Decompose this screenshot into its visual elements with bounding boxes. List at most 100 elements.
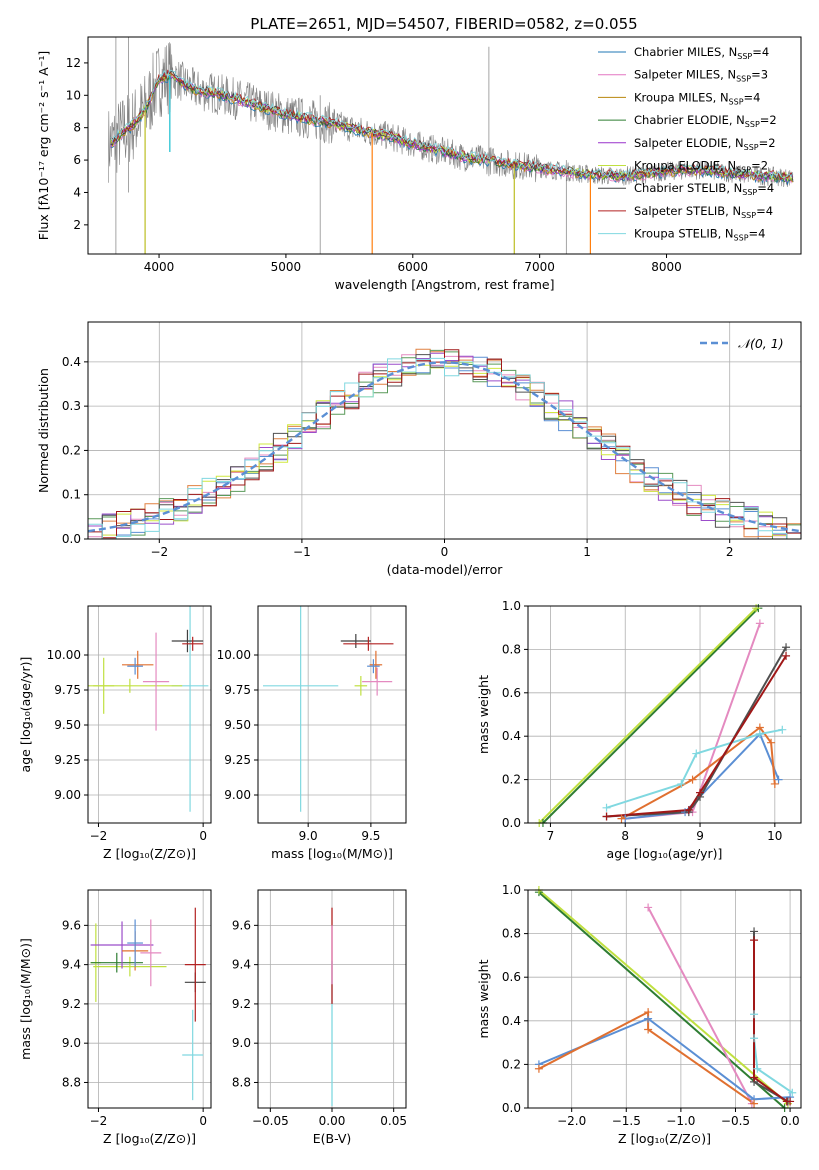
- y-tick-label: 6: [73, 153, 81, 167]
- legend-suffix: =4: [749, 227, 766, 241]
- y-tick-label: 9.75: [224, 683, 251, 697]
- x-tick-label: 8: [621, 829, 629, 843]
- y-tick-label: 10.00: [47, 648, 81, 662]
- legend-subscript: SSP: [744, 143, 759, 152]
- spectrum-frame: [87, 36, 802, 255]
- legend-subscript: SSP: [729, 97, 744, 106]
- weight_vs_age-axes: 7 8 9 10 0.0 0.2 0.4 0.6 0.8 1.0 age [log₁₀(age/yr…: [476, 599, 801, 861]
- y-tick-label: 0.2: [62, 443, 81, 457]
- y-axis-label: Flux [fλ10⁻¹⁷ erg cm⁻² s⁻¹ A⁻¹]: [36, 51, 51, 240]
- y-tick-label: 0.4: [502, 729, 521, 743]
- weight-marker: [782, 651, 791, 660]
- x-axis-label: Z [log₁₀(Z/Z⊙)]: [103, 846, 196, 861]
- weight-marker: [788, 1088, 797, 1097]
- legend-label: Salpeter MILES, N: [634, 68, 736, 82]
- y-tick-label: 9.0: [232, 1036, 251, 1050]
- y-tick-label: 0.8: [502, 642, 521, 656]
- spectrum-plot: [108, 37, 794, 254]
- y-tick-label: 9.2: [62, 997, 81, 1011]
- weight-marker: [750, 927, 759, 936]
- y-tick-label: 0.2: [502, 1057, 521, 1071]
- legend-label: Kroupa ELODIE, N: [634, 159, 736, 173]
- weight-marker: [644, 1008, 653, 1017]
- weight-line: [542, 607, 760, 823]
- y-tick-label: 10.00: [217, 648, 251, 662]
- weight-line: [606, 646, 787, 818]
- y-tick-label: 1.0: [502, 883, 521, 897]
- weight-marker: [753, 1064, 762, 1073]
- residuals-axes: −2 −1 0 1 2 0.0 0.1 0.2 0.3 0.4 (data-model)/error…: [36, 322, 801, 577]
- y-tick-label: 9.0: [62, 1036, 81, 1050]
- y-tick-label: 9.6: [232, 918, 251, 932]
- weight-line: [753, 931, 789, 1103]
- weight-line: [538, 607, 757, 823]
- y-tick-label: 9.25: [54, 753, 81, 767]
- weight-marker: [778, 725, 787, 734]
- legend-label: Chabrier ELODIE, N: [634, 113, 745, 127]
- x-tick-label: −2: [90, 829, 108, 843]
- mass_vs_ebv-frame: [257, 889, 407, 1109]
- weight-marker: [684, 805, 693, 814]
- weight-marker: [688, 775, 697, 784]
- age_vs_Z-axes: −2 0 9.00 9.25 9.50 9.75 10.00 Z [log₁₀(Z/Z⊙)] a…: [18, 606, 211, 861]
- weight-marker: [677, 779, 686, 788]
- weight-line: [606, 728, 783, 809]
- x-tick-label: 0: [199, 1114, 207, 1128]
- weight-marker: [774, 775, 783, 784]
- weight-marker: [644, 1025, 653, 1034]
- x-tick-label: 0.05: [380, 1114, 407, 1128]
- y-tick-label: 9.2: [232, 997, 251, 1011]
- x-tick-label: 4000: [144, 260, 175, 274]
- y-tick-label: 0.4: [62, 355, 81, 369]
- legend-suffix: =2: [760, 113, 777, 127]
- y-tick-label: 2: [73, 218, 81, 232]
- age_vs_Z-frame: [87, 605, 212, 824]
- legend-suffix: =4: [744, 90, 761, 104]
- figure-title: PLATE=2651, MJD=54507, FIBERID=0582, z=0…: [250, 15, 637, 33]
- weight-marker: [644, 903, 653, 912]
- x-axis-label: Z [log₁₀(Z/Z⊙)]: [618, 1131, 711, 1146]
- weight-marker: [782, 643, 791, 652]
- weight-marker: [767, 738, 776, 747]
- weight-line: [538, 890, 789, 1105]
- x-tick-label: 6000: [398, 260, 429, 274]
- y-tick-label: 0.0: [502, 1101, 521, 1115]
- weight-marker: [750, 1034, 759, 1043]
- y-tick-label: 0.3: [62, 399, 81, 413]
- weight-marker: [617, 814, 626, 823]
- legend-suffix: =3: [751, 68, 768, 82]
- y-tick-label: 9.4: [232, 958, 251, 972]
- x-axis-label: E(B-V): [313, 1131, 352, 1146]
- legend-subscript: SSP: [737, 52, 752, 61]
- x-tick-label: −0.05: [252, 1114, 289, 1128]
- weight-marker: [750, 936, 759, 945]
- y-tick-label: 1.0: [502, 599, 521, 613]
- legend-entry: Salpeter ELODIE, NSSP=2: [634, 136, 776, 152]
- x-tick-label: −1.0: [666, 1114, 695, 1128]
- y-tick-label: 0.0: [502, 816, 521, 830]
- legend-subscript: SSP: [736, 166, 751, 175]
- y-tick-label: 0.8: [502, 927, 521, 941]
- weight_vs_age-frame: [527, 605, 802, 824]
- x-tick-label: 9.5: [361, 829, 380, 843]
- legend-entry: Kroupa ELODIE, NSSP=2: [634, 159, 768, 175]
- weight-marker: [602, 803, 611, 812]
- y-tick-label: 0.4: [502, 1014, 521, 1028]
- legend-subscript: SSP: [736, 75, 751, 84]
- legend-entry: Kroupa MILES, NSSP=4: [634, 90, 760, 106]
- x-axis-label: age [log₁₀(age/yr)]: [607, 846, 723, 861]
- x-tick-label: 0: [199, 829, 207, 843]
- legend-subscript: SSP: [734, 234, 749, 243]
- y-tick-label: 9.50: [224, 718, 251, 732]
- model-spectrum-line: [110, 71, 794, 181]
- legend-subscript: SSP: [741, 211, 756, 220]
- y-axis-label: mass weight: [476, 675, 491, 754]
- legend-entry: 𝒩(0, 1): [738, 336, 784, 351]
- x-axis-label: (data-model)/error: [387, 562, 504, 577]
- mass_vs_Z-plot: [90, 907, 206, 1101]
- legend-entry: Salpeter MILES, NSSP=3: [634, 68, 768, 84]
- y-tick-label: 9.50: [54, 718, 81, 732]
- age_vs_mass-axes: 9.0 9.5 9.00 9.25 9.50 9.75 10.00 mass [log₁₀(M…: [217, 606, 406, 861]
